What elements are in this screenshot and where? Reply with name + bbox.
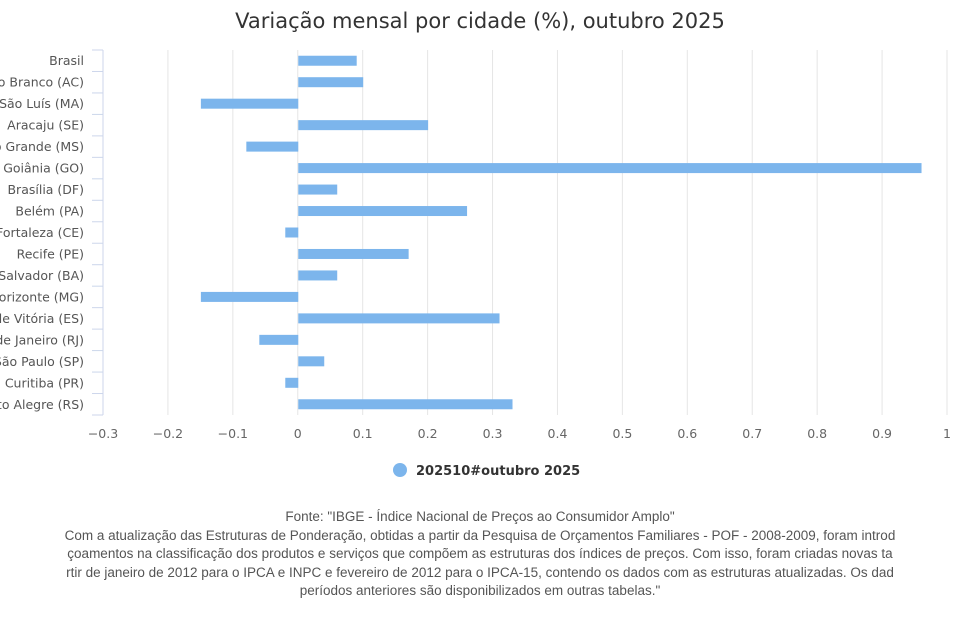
bar[interactable] xyxy=(298,399,513,410)
category-label: Belém (PA) xyxy=(15,204,84,219)
category-label: São Paulo (SP) xyxy=(0,354,84,369)
chart-footer: Fonte: "IBGE - Índice Nacional de Preços… xyxy=(0,508,960,601)
x-tick-label: 1 xyxy=(943,426,951,441)
bar[interactable] xyxy=(298,248,409,259)
category-label: Rio de Janeiro (RJ) xyxy=(0,332,84,347)
bar[interactable] xyxy=(298,55,357,66)
bar[interactable] xyxy=(285,227,299,238)
category-label: Salvador (BA) xyxy=(0,268,84,283)
bar[interactable] xyxy=(200,98,299,109)
x-tick-label: 0.5 xyxy=(612,426,632,441)
bar[interactable] xyxy=(259,334,299,345)
category-label: Porto Alegre (RS) xyxy=(0,397,84,412)
category-label: Rio Branco (AC) xyxy=(0,75,84,90)
chart-title: Variação mensal por cidade (%), outubro … xyxy=(235,9,725,33)
category-label: Belo Horizonte (MG) xyxy=(0,289,84,304)
x-tick-label: 0.8 xyxy=(807,426,827,441)
x-tick-label: 0.1 xyxy=(353,426,373,441)
x-tick-label: −0.3 xyxy=(88,426,118,441)
bar[interactable] xyxy=(200,291,299,302)
category-label: Brasil xyxy=(49,53,84,68)
category-label: Curitiba (PR) xyxy=(5,375,84,390)
bar[interactable] xyxy=(298,313,500,324)
bar[interactable] xyxy=(298,206,468,217)
bar-chart: Variação mensal por cidade (%), outubro … xyxy=(0,9,951,479)
category-label: Recife (PE) xyxy=(17,246,84,261)
category-label: Goiânia (GO) xyxy=(3,161,84,176)
bar[interactable] xyxy=(298,356,325,367)
footer-note-line: rtir de janeiro de 2012 para o IPCA e IN… xyxy=(66,564,894,580)
category-label: Aracaju (SE) xyxy=(7,118,84,133)
footer-note-line: períodos anteriores são disponibilizados… xyxy=(299,583,661,598)
bar[interactable] xyxy=(298,77,364,88)
bar[interactable] xyxy=(246,141,299,152)
x-tick-label: 0.2 xyxy=(418,426,438,441)
category-label: Brasília (DF) xyxy=(7,182,84,197)
legend-label: 202510#outubro 2025 xyxy=(416,464,580,479)
footer-note-line: çoamentos na classificação dos produtos … xyxy=(67,546,893,561)
bar[interactable] xyxy=(298,120,429,131)
footer-source: Fonte: "IBGE - Índice Nacional de Preços… xyxy=(285,509,675,524)
x-tick-label: 0.9 xyxy=(872,426,892,441)
footer-note-line: Com a atualização das Estruturas de Pond… xyxy=(64,527,896,543)
x-tick-label: 0.3 xyxy=(483,426,503,441)
x-tick-label: −0.1 xyxy=(218,426,248,441)
category-label: Campo Grande (MS) xyxy=(0,139,84,154)
x-tick-label: 0.6 xyxy=(677,426,697,441)
x-tick-label: −0.2 xyxy=(153,426,183,441)
bar[interactable] xyxy=(298,184,338,195)
x-tick-label: 0 xyxy=(294,426,302,441)
category-label: São Luís (MA) xyxy=(0,96,84,111)
x-tick-label: 0.4 xyxy=(548,426,568,441)
category-label: Fortaleza (CE) xyxy=(0,225,84,240)
legend-marker xyxy=(393,463,407,477)
bar[interactable] xyxy=(298,163,922,174)
x-tick-label: 0.7 xyxy=(742,426,762,441)
category-label: Grande Vitória (ES) xyxy=(0,311,84,326)
bar[interactable] xyxy=(298,270,338,281)
legend-item[interactable]: 202510#outubro 2025 xyxy=(393,463,580,479)
bar[interactable] xyxy=(285,377,299,388)
